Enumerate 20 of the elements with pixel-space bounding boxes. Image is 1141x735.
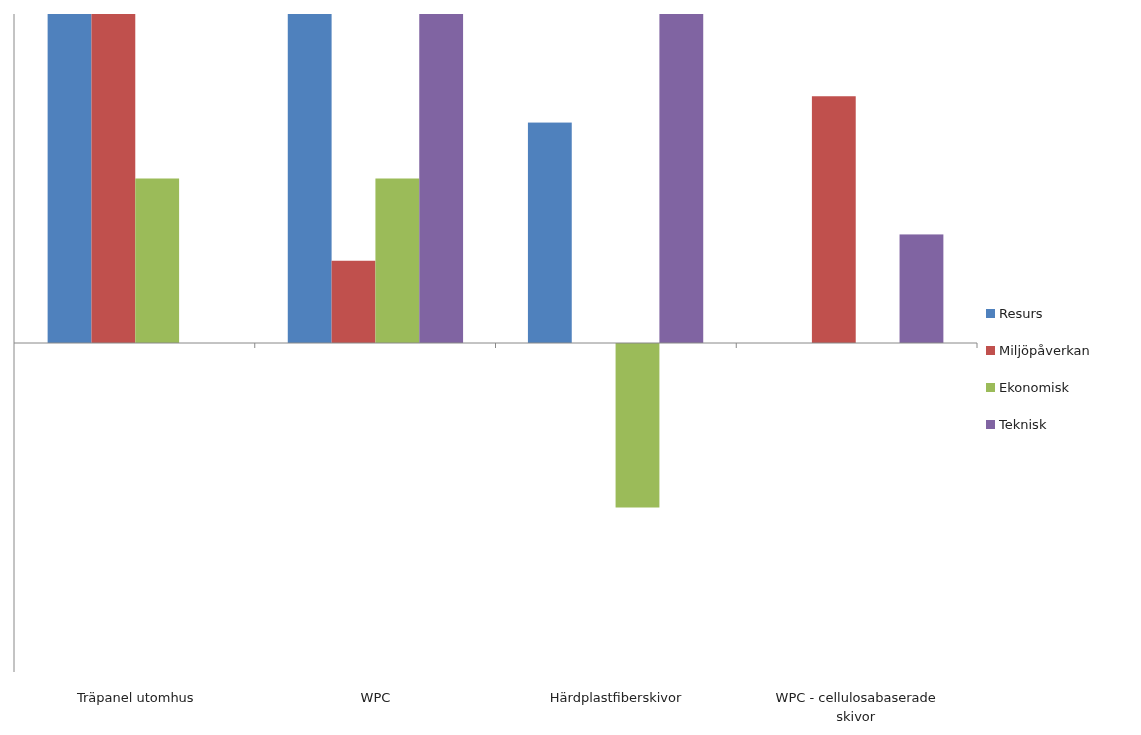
bar [375, 178, 420, 343]
bar [527, 122, 572, 343]
x-tick-label: WPC [360, 690, 391, 705]
bar [135, 178, 180, 343]
legend-label: Miljöpåverkan [999, 342, 1090, 358]
bar [659, 14, 704, 343]
x-tick-label: Träpanel utomhus [75, 690, 194, 705]
bar [287, 14, 332, 343]
bar [811, 96, 856, 343]
bar [899, 234, 944, 343]
bar [91, 14, 136, 343]
bar [615, 343, 660, 508]
legend-label: Ekonomisk [999, 379, 1070, 395]
x-tick-label: Härdplastfiberskivor [549, 690, 682, 705]
bar [331, 260, 376, 343]
bar [419, 14, 464, 343]
bar [47, 14, 92, 343]
x-tick-label: WPC - cellulosabaserade skivor [775, 690, 936, 724]
legend-label: Teknisk [998, 416, 1047, 432]
legend-label: Resurs [999, 305, 1043, 321]
